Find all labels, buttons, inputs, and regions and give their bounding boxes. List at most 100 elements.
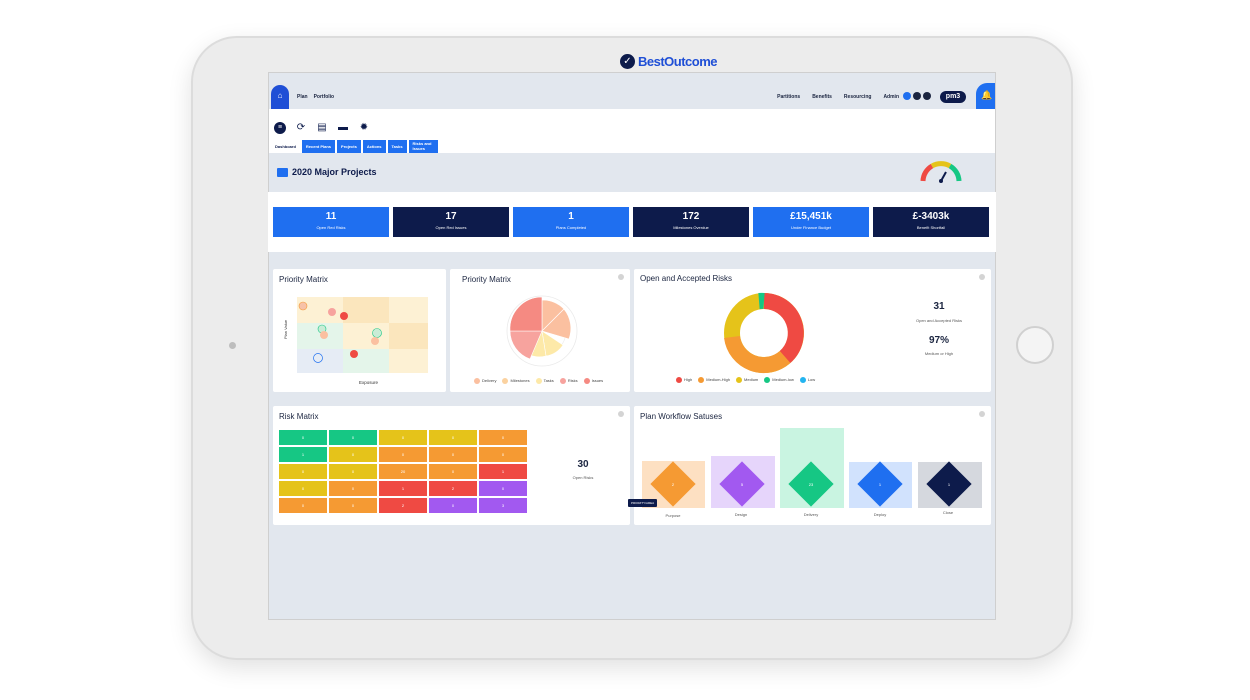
tab-actions[interactable]: Actions (362, 140, 386, 153)
tab-risks-and-issues[interactable]: Risks and Issues (408, 140, 438, 153)
info-icon[interactable] (618, 274, 624, 280)
tab-dashboard[interactable]: Dashboard (271, 140, 300, 153)
bell-icon[interactable]: 🔔 (976, 83, 995, 109)
nav-partitions[interactable]: Partitions (777, 94, 801, 100)
risk-cell[interactable]: 0 (279, 430, 327, 445)
risk-cell[interactable]: 0 (429, 447, 477, 462)
page-title: 2020 Major Projects (292, 167, 377, 177)
risk-cell[interactable]: 0 (429, 430, 477, 445)
info-icon[interactable] (618, 411, 624, 417)
check-icon: ✓ (620, 54, 635, 69)
risk-percent-value: 97% (928, 335, 949, 346)
legend-medium-low[interactable]: Medium-low (764, 377, 794, 383)
risk-total-label: Open and Accepted Risks (915, 318, 963, 323)
kpi-finance-budget[interactable]: £15,451k Under Finance Budget (753, 207, 869, 237)
radial-chart (506, 295, 578, 367)
settings-icon[interactable] (903, 92, 911, 100)
risk-legend: High Medium-High Medium Medium-low Low (676, 377, 815, 383)
legend-tasks[interactable]: Tasks (535, 378, 554, 384)
risk-cell[interactable]: 1 (379, 481, 427, 496)
menu-icon[interactable]: ≡ (274, 122, 286, 134)
folder-icon[interactable]: ▬ (338, 122, 348, 133)
kpi-open-red-risks[interactable]: 11 Open Red Risks (273, 207, 389, 237)
kpi-milestones-overdue[interactable]: 172 Milestones Overdue (633, 207, 749, 237)
risk-cell[interactable]: 20 (379, 464, 427, 479)
risk-cell[interactable]: 0 (329, 447, 377, 462)
risk-cell[interactable]: 0 (279, 481, 327, 496)
risk-cell[interactable]: 0 (479, 481, 527, 496)
refresh-icon[interactable]: ⟳ (296, 122, 306, 133)
kpi-label: Under Finance Budget (790, 225, 832, 230)
brand-name: BestOutcome (638, 54, 718, 69)
risk-matrix-card: Risk Matrix 0 0 0 0 0 1 0 0 0 0 0 0 20 0… (273, 406, 630, 525)
kpi-label: Plans Completed (555, 225, 587, 230)
kpi-label: Milestones Overdue (673, 225, 709, 230)
nav-plan[interactable]: Plan (297, 94, 308, 100)
pm3-logo: pm3 (940, 91, 966, 103)
risk-cell[interactable]: 0 (379, 447, 427, 462)
risk-cell[interactable]: 0 (329, 498, 377, 513)
kpi-value: 11 (325, 211, 337, 222)
info-icon[interactable] (979, 274, 985, 280)
risk-cell[interactable]: 0 (329, 430, 377, 445)
nav-resourcing[interactable]: Resourcing (843, 94, 872, 100)
nav-right: Partitions Benefits Resourcing Admin (777, 94, 899, 100)
kpi-open-red-issues[interactable]: 17 Open Red Issues (393, 207, 509, 237)
risk-cell[interactable]: 3 (479, 498, 527, 513)
nav-portfolio[interactable]: Portfolio (313, 94, 335, 100)
risk-cell[interactable]: 0 (279, 464, 327, 479)
tab-bar: Dashboard Recent Plans Projects Actions … (271, 140, 438, 153)
risk-cell[interactable]: 0 (479, 430, 527, 445)
kpi-plans-completed[interactable]: 1 Plans Completed (513, 207, 629, 237)
tab-recent-plans[interactable]: Recent Plans (301, 140, 336, 153)
legend-issues[interactable]: Issues (583, 378, 603, 384)
tool-icons: ≡ ⟳ ▤ ▬ ✹ (274, 122, 370, 134)
gear-icon[interactable]: ✹ (359, 122, 369, 133)
legend-high[interactable]: High (676, 377, 692, 383)
legend-low[interactable]: Low (799, 377, 815, 383)
tab-tasks[interactable]: Tasks (387, 140, 407, 153)
stage-count: 2 (671, 482, 675, 487)
stage-label: Delivery (803, 512, 819, 517)
risk-cell[interactable]: 0 (329, 464, 377, 479)
stage-label: Design (734, 512, 748, 517)
stage-count: 1 (947, 482, 951, 487)
legend-medium[interactable]: Medium (736, 377, 758, 383)
risk-cell[interactable]: 0 (429, 464, 477, 479)
print-icon[interactable]: ▤ (317, 122, 327, 133)
legend-risks[interactable]: Risks (559, 378, 578, 384)
home-icon[interactable]: ⌂ (271, 85, 289, 109)
priority-matrix-radial-card: Priority Matrix Delivery Milestones Task… (450, 269, 630, 392)
tab-projects[interactable]: Projects (337, 140, 361, 153)
risk-cell[interactable]: 1 (279, 447, 327, 462)
legend-delivery[interactable]: Delivery (474, 378, 496, 384)
legend-medium-high[interactable]: Medium-High (698, 377, 730, 383)
kpi-benefit-shortfall[interactable]: £-3403k Benefit Shortfall (873, 207, 989, 237)
legend-milestones[interactable]: Milestones (502, 378, 530, 384)
nav-left: Plan Portfolio (297, 94, 334, 100)
user-icon[interactable] (913, 92, 921, 100)
priority-matrix-card: Priority Matrix Plan Value Exposure (273, 269, 446, 392)
nav-admin[interactable]: Admin (883, 94, 899, 100)
stage-count: 23 (808, 482, 814, 487)
stage-label: Close (942, 510, 954, 515)
risk-cell[interactable]: 2 (429, 481, 477, 496)
stage-count: 5 (740, 482, 744, 487)
kpi-label: Benefit Shortfall (916, 225, 946, 230)
kpi-value: 1 (568, 211, 574, 222)
risk-cell[interactable]: 1 (479, 464, 527, 479)
risk-cell[interactable]: 0 (279, 498, 327, 513)
kpi-label: Open Red Issues (435, 225, 467, 230)
stage-count: 1 (878, 482, 882, 487)
risk-cell[interactable]: 2 (379, 498, 427, 513)
workflow-card: Plan Workflow Satuses 2 Purpose 5 Design… (634, 406, 991, 525)
risk-cell[interactable]: 0 (479, 447, 527, 462)
priority-matrix-chart: Plan Value Exposure (283, 297, 428, 385)
kpi-label: Open Red Risks (316, 225, 346, 230)
risk-cell[interactable]: 0 (429, 498, 477, 513)
help-icon[interactable] (923, 92, 931, 100)
risk-cell[interactable]: 0 (329, 481, 377, 496)
risk-cell[interactable]: 0 (379, 430, 427, 445)
info-icon[interactable] (979, 411, 985, 417)
nav-benefits[interactable]: Benefits (812, 94, 832, 100)
